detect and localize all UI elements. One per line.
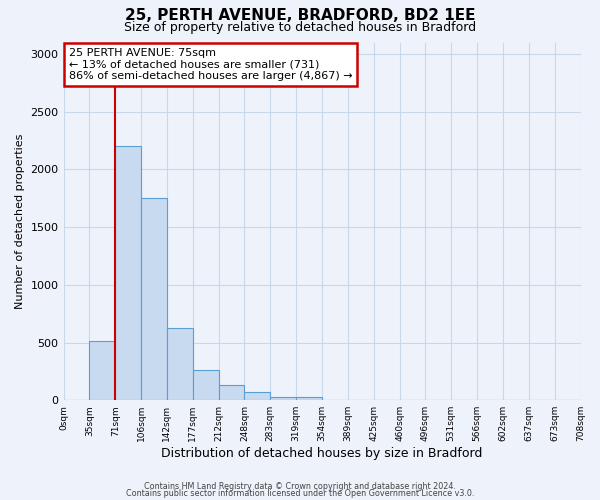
Bar [115,146,141,400]
Text: Contains HM Land Registry data © Crown copyright and database right 2024.: Contains HM Land Registry data © Crown c… [144,482,456,491]
Bar [141,198,167,400]
X-axis label: Distribution of detached houses by size in Bradford: Distribution of detached houses by size … [161,447,483,460]
Bar [271,396,296,400]
Text: 25, PERTH AVENUE, BRADFORD, BD2 1EE: 25, PERTH AVENUE, BRADFORD, BD2 1EE [125,8,475,22]
Text: 25 PERTH AVENUE: 75sqm
← 13% of detached houses are smaller (731)
86% of semi-de: 25 PERTH AVENUE: 75sqm ← 13% of detached… [69,48,352,81]
Y-axis label: Number of detached properties: Number of detached properties [15,134,25,309]
Text: Size of property relative to detached houses in Bradford: Size of property relative to detached ho… [124,21,476,34]
Bar [244,392,271,400]
Bar [167,328,193,400]
Bar [296,396,322,400]
Bar [218,385,244,400]
Text: Contains public sector information licensed under the Open Government Licence v3: Contains public sector information licen… [126,490,474,498]
Bar [89,342,115,400]
Bar [193,370,218,400]
